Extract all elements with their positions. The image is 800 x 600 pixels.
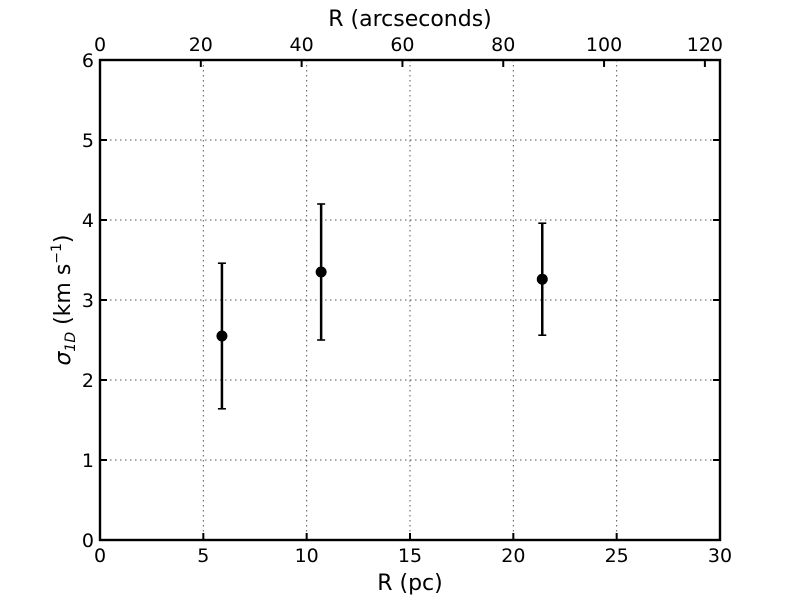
x-top-axis-title: R (arcseconds) bbox=[328, 7, 492, 32]
x-top-tick-label: 80 bbox=[491, 34, 515, 56]
x-axis-title: R (pc) bbox=[377, 571, 443, 596]
y-tick-label: 0 bbox=[82, 530, 94, 552]
x-tick-label: 15 bbox=[398, 545, 422, 567]
x-tick-label: 30 bbox=[708, 545, 732, 567]
data-point bbox=[216, 330, 228, 342]
y-axis-title-sigma: σ bbox=[51, 351, 76, 366]
y-axis-title-prefix: (km s bbox=[51, 264, 76, 332]
y-axis-title-subscript: 1D bbox=[63, 332, 79, 352]
y-tick-label: 6 bbox=[82, 50, 94, 72]
x-tick-label: 0 bbox=[94, 545, 106, 567]
grid-layer bbox=[100, 60, 720, 540]
y-tick-label: 1 bbox=[82, 450, 94, 472]
plot-frame bbox=[98, 58, 722, 542]
x-top-tick-label: 100 bbox=[586, 34, 622, 56]
y-axis-title-superscript: −1 bbox=[49, 243, 65, 264]
x-top-tick-label: 40 bbox=[290, 34, 314, 56]
y-axis-title-suffix: ) bbox=[51, 234, 76, 243]
x-tick-label: 25 bbox=[605, 545, 629, 567]
x-top-tick-label: 0 bbox=[94, 34, 106, 56]
y-axis-title: σ1D (km s−1) bbox=[49, 234, 79, 365]
x-top-tick-label: 20 bbox=[189, 34, 213, 56]
y-tick-label: 5 bbox=[82, 130, 94, 152]
data-point bbox=[315, 266, 327, 278]
x-tick-label: 5 bbox=[197, 545, 209, 567]
x-tick-label: 20 bbox=[501, 545, 525, 567]
data-layer bbox=[216, 203, 548, 410]
data-point bbox=[536, 273, 548, 285]
label-layer: 0 5 10 15 20 25 30 0 20 40 60 80 100 120 0 1 2 3 4 5 6 bbox=[82, 34, 732, 567]
x-tick-label: 10 bbox=[295, 545, 319, 567]
y-tick-label: 2 bbox=[82, 370, 94, 392]
y-tick-label: 4 bbox=[82, 210, 94, 232]
y-tick-label: 3 bbox=[82, 290, 94, 312]
x-top-tick-label: 60 bbox=[390, 34, 414, 56]
x-top-tick-label: 120 bbox=[687, 34, 723, 56]
